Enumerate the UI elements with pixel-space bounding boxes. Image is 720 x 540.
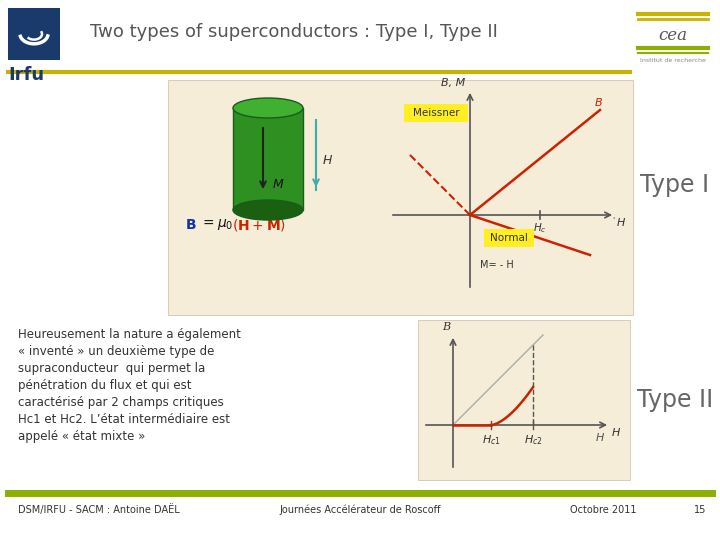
FancyBboxPatch shape (404, 104, 468, 122)
Text: M: M (273, 179, 284, 192)
Text: $H_{c2}$: $H_{c2}$ (523, 433, 542, 447)
Text: $\mathbf{B}$: $\mathbf{B}$ (185, 218, 197, 232)
Text: Heureusement la nature a également
« inventé » un deuxième type de
supraconducte: Heureusement la nature a également « inv… (18, 328, 241, 443)
Text: B: B (442, 322, 450, 332)
Text: Normal: Normal (490, 233, 528, 243)
Text: Journées Accélérateur de Roscoff: Journées Accélérateur de Roscoff (279, 505, 441, 515)
Text: Type II: Type II (637, 388, 713, 412)
Ellipse shape (233, 200, 303, 220)
Text: Institut de recherche: Institut de recherche (640, 58, 706, 63)
Text: Irfu: Irfu (8, 66, 44, 84)
Text: H: H (612, 428, 621, 438)
FancyBboxPatch shape (418, 320, 630, 480)
Text: H: H (596, 433, 604, 443)
Text: H: H (617, 218, 626, 228)
Text: B, M: B, M (441, 78, 465, 88)
Text: Two types of superconductors : Type I, Type II: Two types of superconductors : Type I, T… (90, 23, 498, 41)
Ellipse shape (233, 98, 303, 118)
Text: M= - H: M= - H (480, 260, 514, 270)
Text: Type I: Type I (640, 173, 710, 197)
Text: $H_c$: $H_c$ (533, 221, 547, 235)
Text: $H_{c1}$: $H_{c1}$ (482, 433, 500, 447)
Text: 15: 15 (693, 505, 706, 515)
Text: H: H (323, 153, 333, 166)
FancyBboxPatch shape (168, 80, 633, 315)
Text: $= \mu_0$: $= \mu_0$ (200, 218, 233, 233)
Text: $(\mathbf{H} + \mathbf{M})$: $(\mathbf{H} + \mathbf{M})$ (232, 217, 286, 233)
Text: DSM/IRFU - SACM : Antoine DAËL: DSM/IRFU - SACM : Antoine DAËL (18, 504, 180, 516)
Text: cea: cea (659, 28, 688, 44)
Text: B: B (595, 98, 603, 108)
Text: Octobre 2011: Octobre 2011 (570, 505, 636, 515)
FancyBboxPatch shape (484, 229, 534, 247)
FancyBboxPatch shape (233, 108, 303, 210)
Text: ': ' (612, 217, 614, 226)
FancyBboxPatch shape (8, 8, 60, 60)
Text: Meissner: Meissner (413, 108, 459, 118)
